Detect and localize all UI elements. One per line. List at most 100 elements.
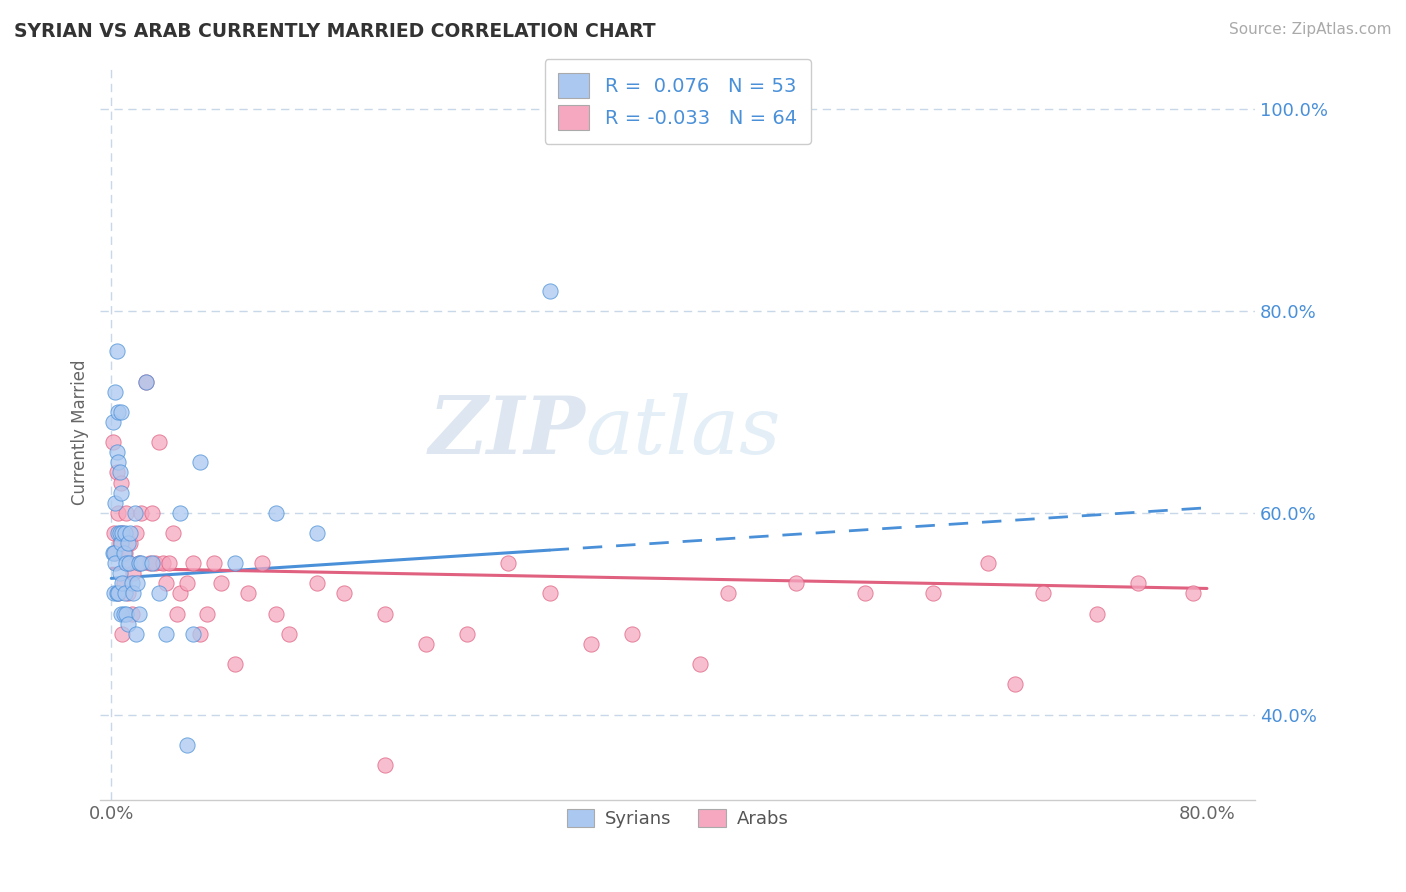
Point [101,435,124,450]
Point [238,586,260,600]
Point [105,445,128,459]
Point [141,556,163,570]
Point [415,637,437,651]
Point [117,536,139,550]
Point [118,556,141,570]
Point [127,576,149,591]
Point [108,536,131,550]
Point [785,576,807,591]
Point [111,627,134,641]
Point [155,576,177,591]
Point [538,284,561,298]
Point [195,607,218,621]
Point [162,526,184,541]
Point [114,546,136,560]
Point [120,526,142,541]
Point [1004,677,1026,691]
Point [538,586,561,600]
Point [141,506,163,520]
Point [112,576,135,591]
Point [111,526,134,541]
Point [122,586,145,600]
Point [110,405,132,419]
Y-axis label: Currently Married: Currently Married [72,359,89,505]
Point [115,607,138,621]
Point [1128,576,1150,591]
Point [1032,586,1054,600]
Point [107,526,129,541]
Point [112,607,135,621]
Point [118,556,141,570]
Point [114,526,136,541]
Point [176,576,198,591]
Point [374,607,396,621]
Point [305,526,328,541]
Point [183,627,205,641]
Point [131,506,153,520]
Point [922,586,945,600]
Point [101,546,124,560]
Point [120,536,142,550]
Point [105,344,128,359]
Point [107,455,129,469]
Point [716,586,738,600]
Point [125,526,148,541]
Point [977,556,1000,570]
Point [157,556,180,570]
Point [202,556,225,570]
Point [166,607,188,621]
Point [107,586,129,600]
Point [1182,586,1205,600]
Point [620,627,643,641]
Point [224,556,246,570]
Point [121,607,143,621]
Point [183,556,205,570]
Point [124,506,146,520]
Point [107,405,129,419]
Point [135,375,157,389]
Point [117,586,139,600]
Point [111,526,134,541]
Point [105,466,128,480]
Point [103,526,125,541]
Point [143,556,166,570]
Point [115,506,138,520]
Point [108,466,131,480]
Text: SYRIAN VS ARAB CURRENTLY MARRIED CORRELATION CHART: SYRIAN VS ARAB CURRENTLY MARRIED CORRELA… [14,22,655,41]
Point [498,556,520,570]
Point [169,506,191,520]
Point [374,758,396,772]
Point [125,627,148,641]
Point [169,586,191,600]
Text: Source: ZipAtlas.com: Source: ZipAtlas.com [1229,22,1392,37]
Point [105,586,128,600]
Point [104,384,127,399]
Point [101,415,124,429]
Point [117,616,139,631]
Point [110,475,132,490]
Point [264,506,287,520]
Point [103,586,125,600]
Point [111,576,134,591]
Point [188,455,211,469]
Point [1085,607,1108,621]
Point [107,506,129,520]
Point [148,435,170,450]
Point [104,496,127,510]
Point [176,738,198,752]
Point [188,627,211,641]
Point [853,586,876,600]
Point [456,627,478,641]
Point [112,546,135,560]
Point [209,576,232,591]
Point [579,637,602,651]
Point [104,556,127,570]
Point [108,566,131,581]
Point [264,607,287,621]
Point [122,566,145,581]
Point [103,546,125,560]
Point [110,536,132,550]
Point [250,556,273,570]
Point [152,556,174,570]
Point [138,556,160,570]
